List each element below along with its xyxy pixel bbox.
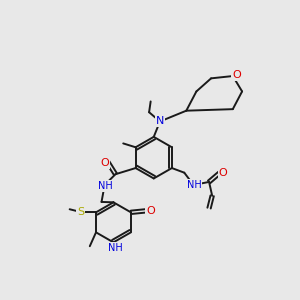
Text: S: S — [77, 207, 84, 217]
Text: NH: NH — [98, 181, 113, 191]
Text: O: O — [232, 70, 241, 80]
Text: O: O — [146, 206, 155, 216]
Text: N: N — [156, 116, 164, 127]
Text: O: O — [100, 158, 109, 168]
Text: NH: NH — [187, 180, 202, 190]
Text: O: O — [219, 168, 227, 178]
Text: NH: NH — [108, 243, 122, 253]
